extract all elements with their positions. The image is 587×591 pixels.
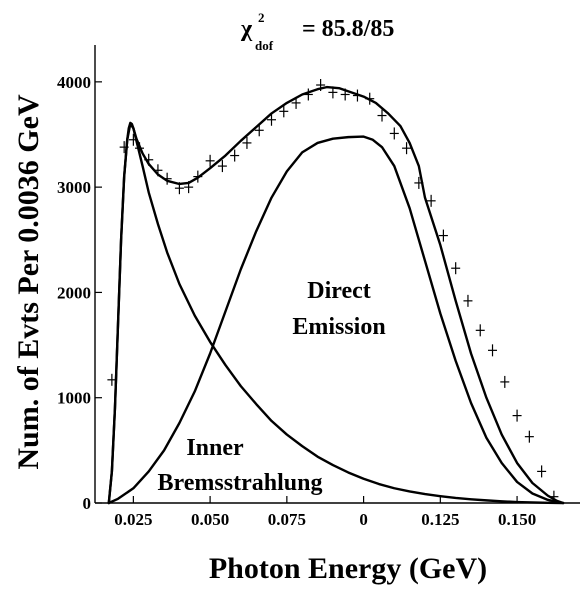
- data-point: [279, 105, 289, 118]
- curve-inner-bremsstrahlung: [107, 121, 565, 505]
- data-point: [135, 142, 145, 155]
- data-point: [174, 182, 184, 195]
- data-point: [500, 375, 510, 388]
- data-point: [475, 324, 485, 337]
- data-point: [438, 229, 448, 242]
- data-point: [414, 176, 424, 189]
- data-point: [328, 86, 338, 99]
- data-point: [291, 96, 301, 109]
- data-point: [488, 344, 498, 357]
- data-point: [119, 141, 129, 154]
- data-point: [193, 170, 203, 183]
- data-point: [184, 181, 194, 194]
- data-point: [537, 465, 547, 478]
- y-axis-label: Num. of Evts Per 0.0036 GeV: [12, 94, 45, 470]
- data-point: [162, 172, 172, 185]
- annotation-bremsstrahlung: Bremsstrahlung: [158, 470, 323, 496]
- x-tick-label: 0.050: [191, 510, 229, 529]
- data-point: [230, 149, 240, 162]
- data-point: [549, 490, 559, 503]
- data-point: [389, 127, 399, 140]
- y-tick-label: 2000: [57, 283, 91, 302]
- data-point: [352, 89, 362, 102]
- annotation-inner: Inner: [186, 435, 244, 461]
- y-tick-label: 0: [83, 494, 92, 513]
- x-axis-label: Photon Energy (GeV): [209, 552, 487, 585]
- data-point: [303, 88, 313, 101]
- x-tick-label: 0: [359, 510, 368, 529]
- data-point: [365, 92, 375, 105]
- data-point: [426, 194, 436, 207]
- data-point: [524, 430, 534, 443]
- data-point: [402, 142, 412, 155]
- title-value: = 85.8/85: [302, 16, 394, 42]
- y-ticks: 0 1000 2000 3000 4000: [57, 73, 102, 513]
- data-point: [254, 124, 264, 137]
- x-tick-label: 0.075: [268, 510, 306, 529]
- data-point: [217, 160, 227, 173]
- y-tick-label: 1000: [57, 389, 91, 408]
- annotation-emission: Emission: [292, 314, 385, 340]
- data-point: [316, 79, 326, 92]
- x-tick-label: 0.025: [114, 510, 152, 529]
- data-point: [107, 373, 117, 386]
- data-point: [340, 88, 350, 101]
- title-chi: χ: [240, 16, 253, 42]
- data-point: [242, 136, 252, 149]
- data-point: [377, 109, 387, 122]
- x-tick-label: 0.125: [421, 510, 459, 529]
- data-point: [512, 409, 522, 422]
- data-point: [144, 153, 154, 166]
- x-ticks: 0.025 0.050 0.075 0 0.125 0.150: [114, 496, 536, 529]
- data-point: [205, 154, 215, 167]
- y-tick-label: 3000: [57, 178, 91, 197]
- fit-curves: [107, 85, 565, 505]
- data-point: [153, 164, 163, 177]
- y-tick-label: 4000: [57, 73, 91, 92]
- data-points: [107, 79, 559, 503]
- annotation-direct: Direct: [307, 278, 371, 304]
- axes: [94, 45, 580, 504]
- data-point: [463, 294, 473, 307]
- x-tick-label: 0.150: [498, 510, 536, 529]
- title-subscript: dof: [255, 38, 274, 53]
- data-point: [128, 133, 138, 146]
- data-point: [451, 262, 461, 275]
- data-point: [267, 113, 277, 126]
- curve-direct-emission: [107, 135, 565, 505]
- title-superscript: 2: [258, 10, 265, 25]
- curve-total-fit: [107, 85, 565, 505]
